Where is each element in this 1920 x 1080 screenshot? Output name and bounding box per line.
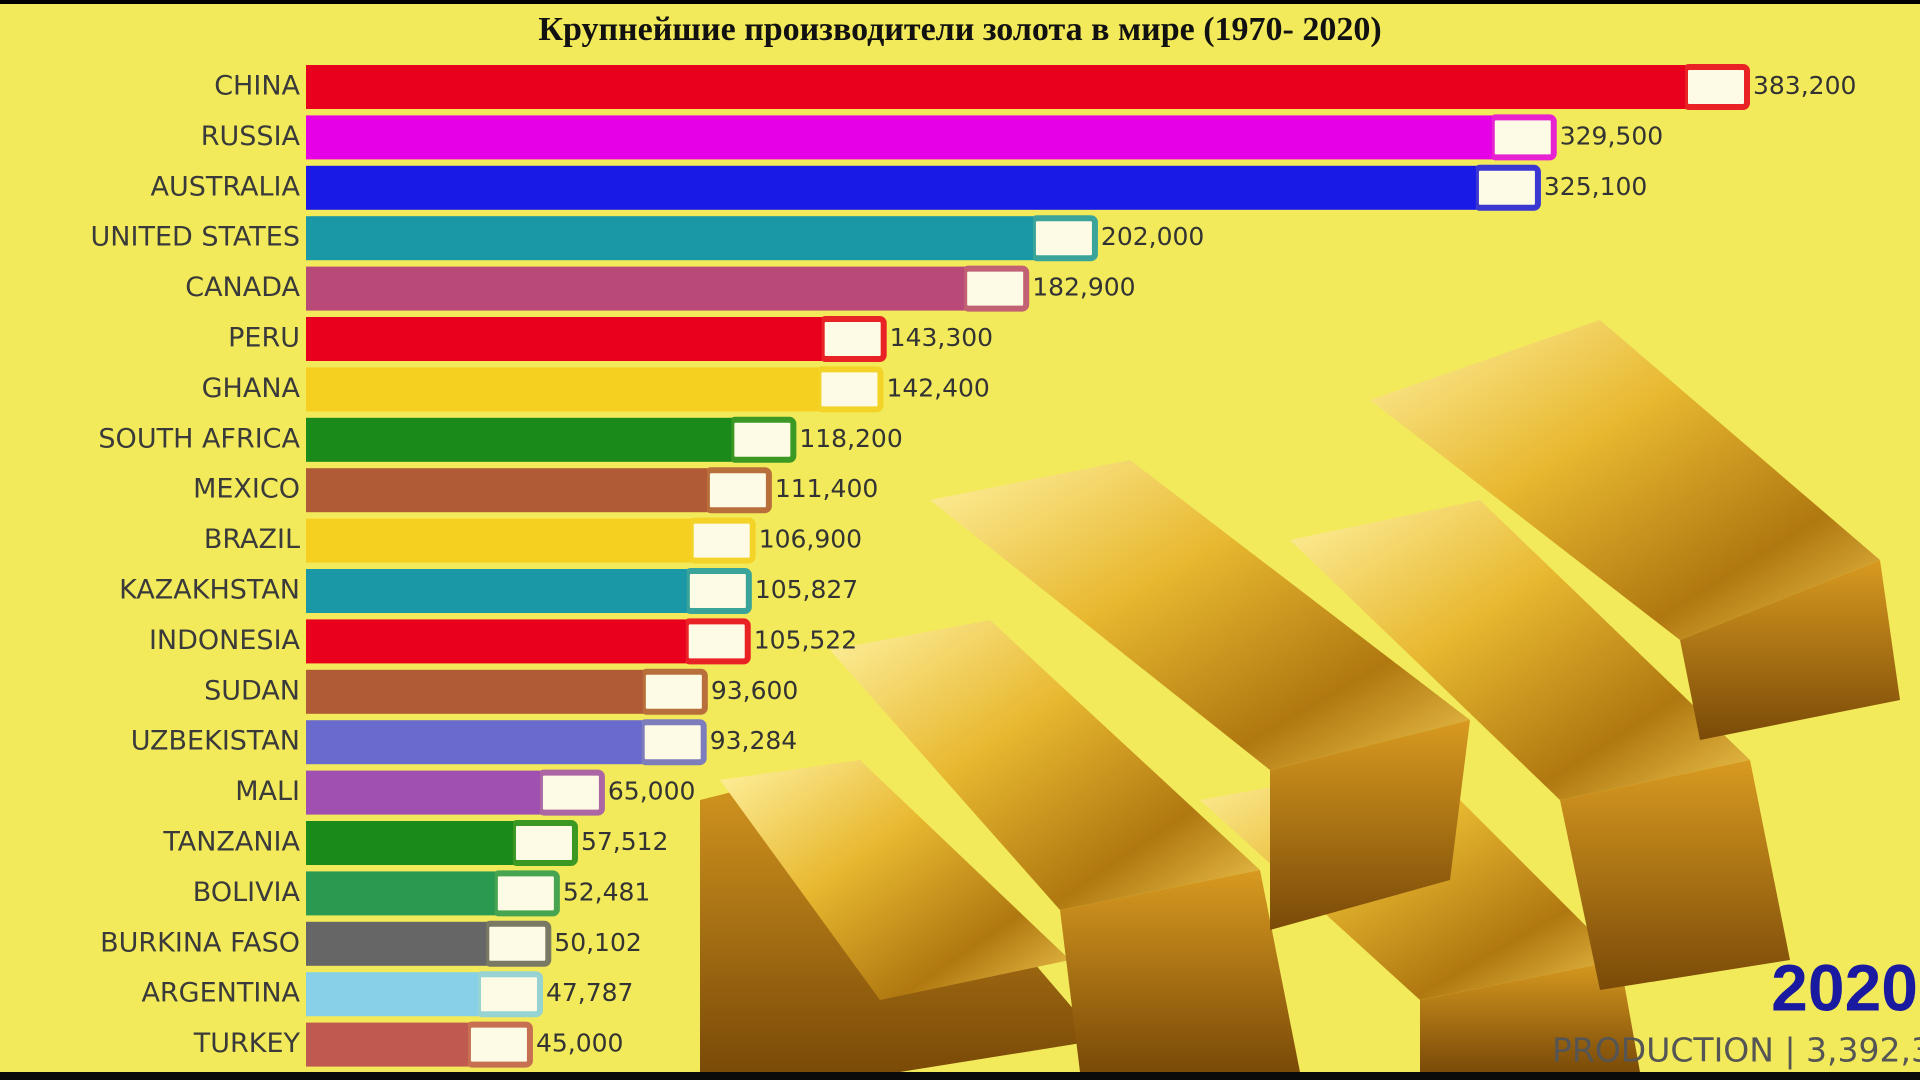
category-label: MEXICO [193,474,300,505]
value-label: 105,827 [755,575,858,604]
value-label: 45,000 [536,1029,623,1058]
bar [306,1022,468,1067]
bar [306,821,513,865]
flag [464,1021,533,1068]
value-label: 118,200 [799,424,902,453]
flag [639,668,708,715]
flag [1472,164,1541,211]
category-label: AUSTRALIA [151,171,301,202]
value-label: 50,102 [554,928,641,957]
bar [306,266,965,311]
flag [687,517,756,564]
flag [815,366,884,413]
bar [306,770,540,815]
value-label: 106,900 [759,525,862,554]
flag [1488,114,1557,161]
category-label: KAZAKHSTAN [119,575,300,606]
bar [306,115,1492,160]
value-label: 52,481 [563,877,650,906]
bar [306,417,732,462]
bar [306,468,707,513]
flag [728,416,797,463]
chart-title: Крупнейшие производители золота в мире (… [538,11,1381,48]
category-label: UNITED STATES [91,222,300,253]
value-label: 57,512 [581,827,668,856]
category-label: GHANA [202,373,301,404]
flag [818,316,887,362]
bar [306,871,495,916]
flag [474,971,543,1018]
category-label: PERU [228,323,300,354]
value-label: 142,400 [886,373,989,402]
value-label: 105,522 [754,625,857,654]
bar [306,165,1476,210]
value-label: 329,500 [1560,121,1663,150]
category-label: CANADA [185,272,300,303]
category-label: TANZANIA [162,827,300,858]
bar [306,518,691,563]
bar [306,921,487,966]
flag [1029,215,1098,262]
category-label: MALI [235,776,300,807]
flag [1682,64,1750,110]
value-label: 65,000 [608,777,695,806]
gold-bars-decoration [700,320,1900,1072]
bar [306,619,686,664]
category-label: ARGENTINA [141,978,300,1009]
category-label: RUSSIA [201,121,301,152]
bar [306,669,643,714]
value-label: 182,900 [1032,273,1135,302]
flag [491,870,560,917]
flag [638,719,707,766]
category-label: SOUTH AFRICA [98,423,300,454]
flag [509,820,578,866]
category-label: TURKEY [193,1028,301,1059]
value-label: 202,000 [1101,222,1204,251]
value-label: 93,284 [710,726,797,755]
category-label: INDONESIA [149,625,301,656]
bar [306,216,1033,261]
flag [961,265,1030,312]
value-label: 143,300 [890,323,993,352]
bar [306,972,478,1017]
bar [306,65,1685,109]
category-label: BOLIVIA [193,877,301,908]
value-label: 93,600 [711,676,798,705]
category-label: UZBEKISTAN [131,726,300,757]
flag [483,920,552,967]
flag [703,467,772,514]
flag [536,769,605,816]
bar [306,569,687,613]
bottom-strip [0,1072,1920,1080]
value-label: 383,200 [1753,71,1856,100]
category-label: SUDAN [204,675,300,706]
bar [306,720,642,765]
total-label: PRODUCTION | 3,392,343 [1552,1031,1920,1070]
bar [306,317,822,361]
bar [306,367,819,412]
category-label: BRAZIL [204,524,300,555]
year-label: 2020 [1771,950,1918,1024]
category-label: CHINA [214,71,300,102]
category-label: BURKINA FASO [100,927,300,958]
value-label: 47,787 [546,978,633,1007]
flag [682,618,751,665]
flag [683,568,752,614]
value-label: 325,100 [1544,172,1647,201]
value-label: 111,400 [775,474,878,503]
